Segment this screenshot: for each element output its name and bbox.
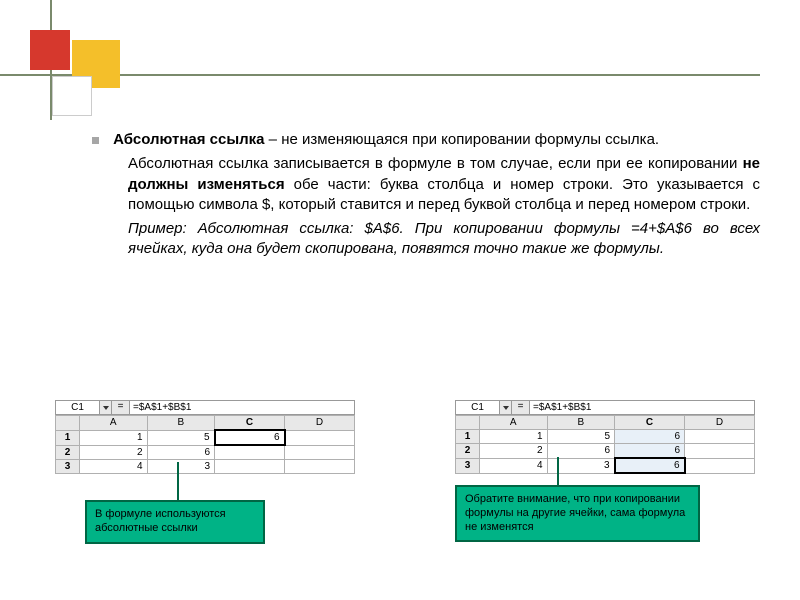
cell xyxy=(285,459,355,473)
cell: 3 xyxy=(147,459,215,473)
cell: 6 xyxy=(615,458,685,473)
cell: 4 xyxy=(80,459,148,473)
col-header: B xyxy=(547,416,615,430)
name-box: C1 xyxy=(455,400,500,415)
callout-right-text: Обратите внимание, что при копировании ф… xyxy=(465,493,685,533)
cell: 2 xyxy=(80,445,148,459)
row-header: 1 xyxy=(56,430,80,445)
cell xyxy=(685,458,755,473)
term: Абсолютная ссылка xyxy=(113,131,264,148)
equals-icon: = xyxy=(112,400,130,415)
cell: 4 xyxy=(480,458,548,473)
row-header: 3 xyxy=(456,458,480,473)
row-header: 2 xyxy=(456,444,480,459)
slide-decoration xyxy=(30,30,180,110)
row-header: 3 xyxy=(56,459,80,473)
col-header: A xyxy=(80,416,148,431)
cell xyxy=(285,430,355,445)
equals-icon: = xyxy=(512,400,530,415)
cell: 2 xyxy=(480,444,548,459)
cell: 6 xyxy=(615,444,685,459)
cell xyxy=(685,430,755,444)
cell xyxy=(215,445,285,459)
dropdown-icon xyxy=(500,400,512,415)
dropdown-icon xyxy=(100,400,112,415)
bullet-icon xyxy=(92,137,99,144)
example-text: Пример: Абсолютная ссылка: $A$6. При коп… xyxy=(128,220,760,257)
p2a: Абсолютная ссылка записывается в формуле… xyxy=(128,155,743,172)
col-header: D xyxy=(285,416,355,431)
col-header: B xyxy=(147,416,215,431)
callout-left-text: В формуле используются абсолютные ссылки xyxy=(95,508,226,534)
cell: 6 xyxy=(147,445,215,459)
cell xyxy=(685,444,755,459)
col-header: D xyxy=(685,416,755,430)
callout-left: В формуле используются абсолютные ссылки xyxy=(85,500,265,544)
cell: 6 xyxy=(547,444,615,459)
grid-right: ABCD115622663436 xyxy=(455,415,755,474)
spreadsheet-left: C1 = =$A$1+$B$1 ABCD1156226343 xyxy=(55,400,355,474)
row-header: 2 xyxy=(56,445,80,459)
row-header: 1 xyxy=(456,430,480,444)
name-box: C1 xyxy=(55,400,100,415)
cell: 5 xyxy=(147,430,215,445)
formula-bar: C1 = =$A$1+$B$1 xyxy=(55,400,355,415)
callout-right: Обратите внимание, что при копировании ф… xyxy=(455,485,700,542)
formula-bar: C1 = =$A$1+$B$1 xyxy=(455,400,755,415)
cell: 5 xyxy=(547,430,615,444)
cell: 6 xyxy=(615,430,685,444)
col-header: A xyxy=(480,416,548,430)
cell xyxy=(215,459,285,473)
main-text: Абсолютная ссылка – не изменяющаяся при … xyxy=(110,130,760,264)
term-def: – не изменяющаяся при копировании формул… xyxy=(265,131,660,148)
col-header: C xyxy=(215,416,285,431)
formula-field: =$A$1+$B$1 xyxy=(530,400,755,415)
cell xyxy=(285,445,355,459)
col-header: C xyxy=(615,416,685,430)
cell: 6 xyxy=(215,430,285,445)
formula-field: =$A$1+$B$1 xyxy=(130,400,355,415)
grid-left: ABCD1156226343 xyxy=(55,415,355,474)
cell: 1 xyxy=(80,430,148,445)
cell: 1 xyxy=(480,430,548,444)
spreadsheet-right: C1 = =$A$1+$B$1 ABCD115622663436 xyxy=(455,400,755,474)
